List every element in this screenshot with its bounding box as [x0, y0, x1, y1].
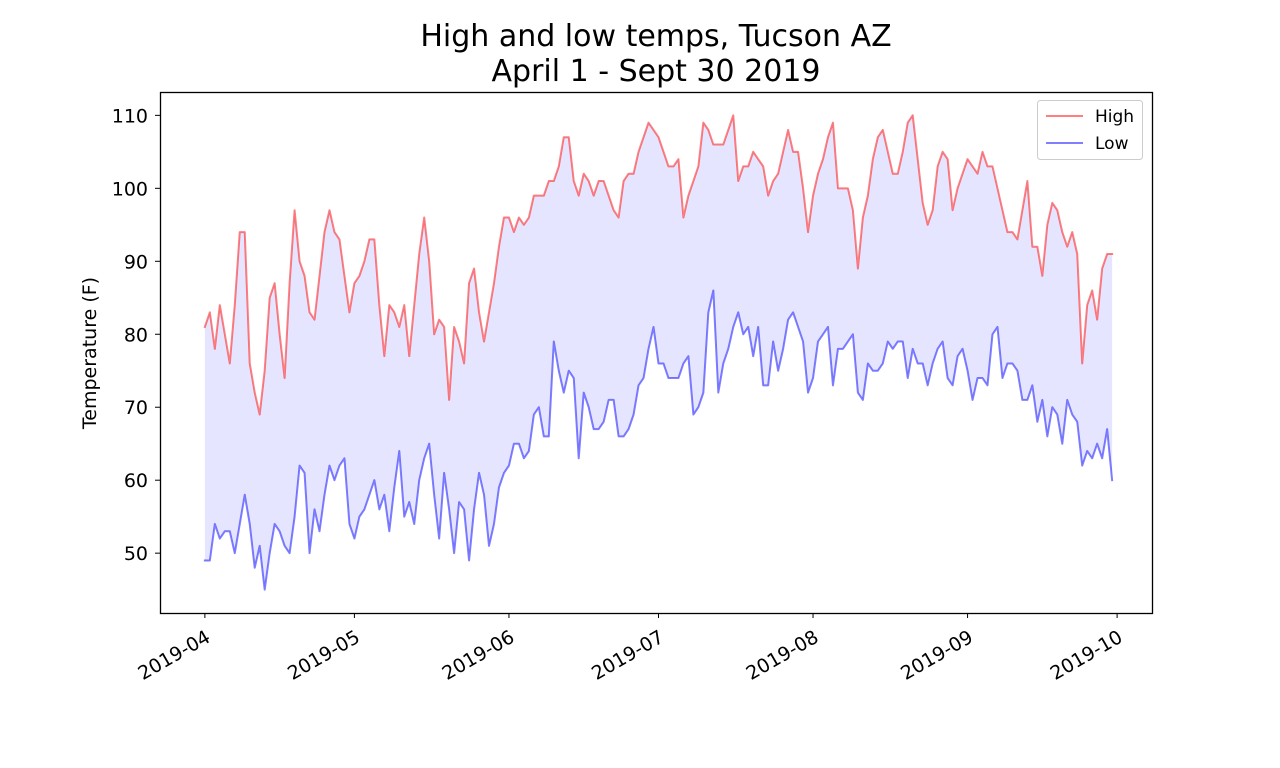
- plot-content: [203, 114, 1114, 591]
- y-tick-label: 60: [124, 470, 148, 492]
- y-tick-label: 100: [112, 178, 148, 200]
- x-tick-label: 2019-09: [897, 626, 977, 685]
- y-tick-label: 50: [124, 543, 148, 565]
- y-tick-label: 110: [112, 105, 148, 127]
- plot-frame: [159, 91, 1154, 615]
- y-tick-label: 90: [124, 251, 148, 273]
- x-tick-label: 2019-08: [743, 626, 823, 685]
- fill-between-band: [204, 115, 1113, 590]
- x-tick-label: 2019-04: [134, 626, 214, 685]
- legend-label-high: High: [1095, 107, 1134, 127]
- x-tick-label: 2019-06: [438, 626, 518, 685]
- chart-title-line-1: High and low temps, Tucson AZ: [420, 19, 891, 54]
- legend: High Low: [1037, 100, 1143, 160]
- x-tick-label: 2019-07: [588, 626, 668, 685]
- series-line-low: [203, 289, 1114, 591]
- x-axis: 2019-04 2019-05 2019-06 2019-07 2019-08 2019-…: [134, 613, 1126, 685]
- y-axis-label: Temperature (F): [79, 277, 101, 430]
- y-tick-label: 70: [124, 397, 148, 419]
- x-tick-label: 2019-10: [1047, 626, 1127, 685]
- legend-label-low: Low: [1095, 134, 1129, 154]
- series-line-high: [203, 114, 1114, 416]
- y-tick-label: 80: [124, 324, 148, 346]
- chart-title-line-2: April 1 - Sept 30 2019: [492, 54, 821, 89]
- x-tick-label: 2019-05: [284, 626, 364, 685]
- y-axis: 50 60 70 80 90 100 110: [112, 105, 160, 565]
